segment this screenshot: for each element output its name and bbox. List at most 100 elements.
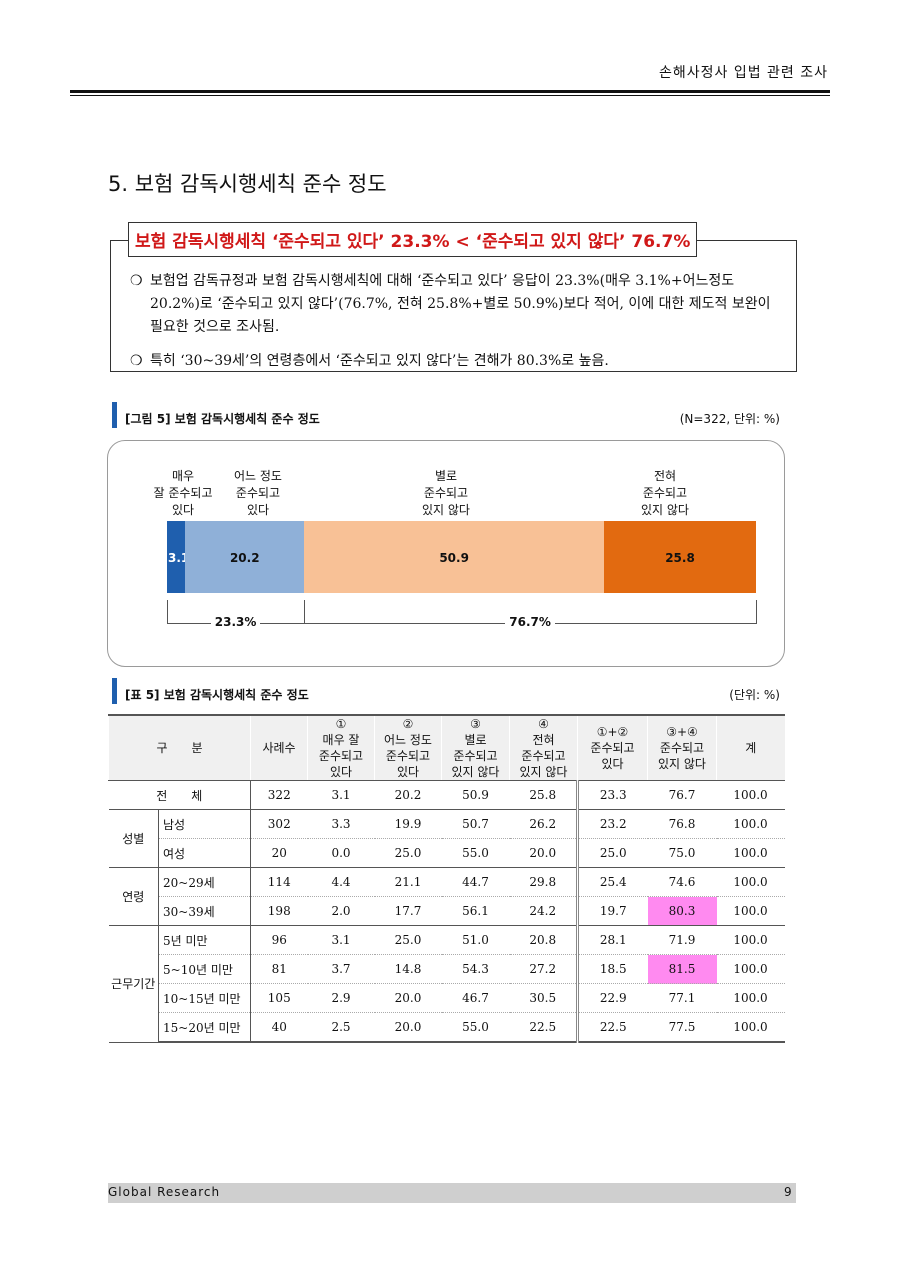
table-cell: 20.2: [374, 780, 442, 810]
total-label: 23.3%: [210, 615, 261, 629]
table-cell: 302: [250, 809, 308, 839]
table-cell: 25.8: [509, 780, 578, 810]
data-table: 구 분 사례수 ① 매우 잘 준수되고 있다 ② 어느 정도 준수되고 있다 ③…: [108, 714, 785, 1043]
table-cell: 71.9: [647, 925, 717, 955]
table-cell: 100.0: [716, 838, 785, 868]
page-number: 9: [784, 1185, 792, 1199]
table-cell: 23.2: [576, 809, 648, 839]
total-label: 76.7%: [505, 615, 555, 629]
header-rule: [70, 90, 830, 93]
table-row: 5~10년 미만 81 3.7 14.8 54.3 27.2 18.5 81.5 100.0: [109, 954, 785, 984]
summary-bullet: ❍ 특히 ‘30~39세’의 연령층에서 ‘준수되고 있지 않다’는 견해가 80…: [130, 350, 780, 373]
category-label: 전혀 준수되고 있지 않다: [641, 469, 689, 517]
table-cell: 100.0: [716, 896, 785, 926]
table-cell: 55.0: [441, 838, 510, 868]
row-label: 5년 미만: [158, 925, 251, 955]
table-cell: 24.2: [509, 896, 578, 926]
chart-segment: [304, 521, 605, 593]
table-unit: (단위: %): [729, 688, 780, 702]
table-cell: 25.0: [374, 925, 442, 955]
table-cell: 198: [250, 896, 308, 926]
table-row: 성별 남성 302 3.3 19.9 50.7 26.2 23.2 76.8 100.0: [108, 809, 785, 868]
bullet-icon: ❍: [130, 353, 143, 369]
table-cell: 54.3: [441, 954, 510, 984]
table-cell: 0.0: [307, 838, 375, 868]
segment-value-label: 20.2: [229, 551, 260, 565]
table-cell: 14.8: [374, 954, 442, 984]
table-cell: 114: [250, 867, 308, 897]
table-cell: 20.0: [509, 838, 578, 868]
row-label: 30~39세: [158, 896, 251, 926]
category-label: 별로 준수되고 있지 않다: [422, 469, 470, 517]
table-row-overall: 전 체 322 3.1 20.2 50.9 25.8 23.3 76.7 100.0: [108, 780, 785, 810]
table-cell: 76.8: [647, 809, 717, 839]
table-cell: 44.7: [441, 867, 510, 897]
header-rule-thin: [70, 95, 830, 96]
table-cell: 100.0: [716, 925, 785, 955]
table-cell: 19.7: [576, 896, 648, 926]
summary-bullet-text: 특히 ‘30~39세’의 연령층에서 ‘준수되고 있지 않다’는 견해가 80.…: [150, 353, 609, 369]
table-cell: 50.9: [441, 780, 510, 810]
table-cell: 29.8: [509, 867, 578, 897]
table-cell: 2.0: [307, 896, 375, 926]
table-cell: 20.0: [374, 983, 442, 1013]
header-c12: ①+② 준수되고 있다: [577, 714, 648, 781]
table-cell: 100.0: [716, 809, 785, 839]
table-cell: 56.1: [441, 896, 510, 926]
table-cell: 23.3: [576, 780, 648, 810]
table-cell: 3.7: [307, 954, 375, 984]
bullet-icon: ❍: [130, 273, 143, 289]
table-row: 30~39세 198 2.0 17.7 56.1 24.2 19.7 80.3 100.0: [109, 896, 785, 926]
table-cell: 80.3: [647, 896, 717, 926]
bracket-tick: [304, 600, 306, 624]
footer-publisher: Global Research: [108, 1185, 221, 1199]
table-cell: 20: [250, 838, 308, 868]
table-cell: 100.0: [716, 983, 785, 1013]
table-cell: 105: [250, 983, 308, 1013]
table-cell: 51.0: [441, 925, 510, 955]
table-cell: 25.0: [576, 838, 648, 868]
table-cell: 26.2: [509, 809, 578, 839]
table-cell: 21.1: [374, 867, 442, 897]
group-label: 성별: [108, 809, 159, 868]
header-c2: ② 어느 정도 준수되고 있다: [374, 714, 442, 781]
bracket-tick: [756, 600, 757, 624]
segment-value-label: 25.8: [665, 551, 695, 565]
chart-segment: [167, 521, 186, 593]
row-label: 전 체: [108, 780, 251, 810]
summary-headline-box: 보험 감독시행세칙 ‘준수되고 있다’ 23.3% < ‘준수되고 있지 않다’…: [128, 222, 698, 257]
table-cell: 4.4: [307, 867, 375, 897]
table-cell: 100.0: [716, 1012, 785, 1043]
row-label: 10~15년 미만: [158, 983, 251, 1013]
table-cell: 77.1: [647, 983, 717, 1013]
table-cell: 81: [250, 954, 308, 984]
row-label: 20~29세: [158, 867, 251, 897]
table-cell: 19.9: [374, 809, 442, 839]
table-cell: 30.5: [509, 983, 578, 1013]
section-title: 5. 보험 감독시행세칙 준수 정도: [108, 172, 387, 196]
table-cell: 20.8: [509, 925, 578, 955]
table-cell: 18.5: [576, 954, 648, 984]
table-cell: 40: [250, 1012, 308, 1043]
table-cell: 27.2: [509, 954, 578, 984]
table-cell: 25.4: [576, 867, 648, 897]
table-cell: 22.5: [576, 1012, 648, 1043]
header-c1: ① 매우 잘 준수되고 있다: [307, 714, 375, 781]
table-cell: 17.7: [374, 896, 442, 926]
table-cell: 96: [250, 925, 308, 955]
table-row: 15~20년 미만 40 2.5 20.0 55.0 22.5 22.5 77.5 100.0: [109, 1012, 785, 1043]
table-label-marker: [112, 678, 117, 704]
table-cell: 3.1: [307, 925, 375, 955]
table-cell: 2.9: [307, 983, 375, 1013]
header-c4: ④ 전혀 준수되고 있지 않다: [509, 714, 578, 781]
chart-segment: [604, 521, 756, 593]
segment-value-label: 3.1: [168, 551, 190, 565]
table-cell: 50.7: [441, 809, 510, 839]
table-cell: 2.5: [307, 1012, 375, 1043]
table-cell: 322: [250, 780, 308, 810]
figure-label: [그림 5] 보험 감독시행세칙 준수 정도: [125, 412, 320, 426]
row-label: 여성: [158, 838, 251, 868]
table-cell: 22.9: [576, 983, 648, 1013]
header-category: 구 분: [108, 714, 251, 781]
table-cell: 76.7: [647, 780, 717, 810]
